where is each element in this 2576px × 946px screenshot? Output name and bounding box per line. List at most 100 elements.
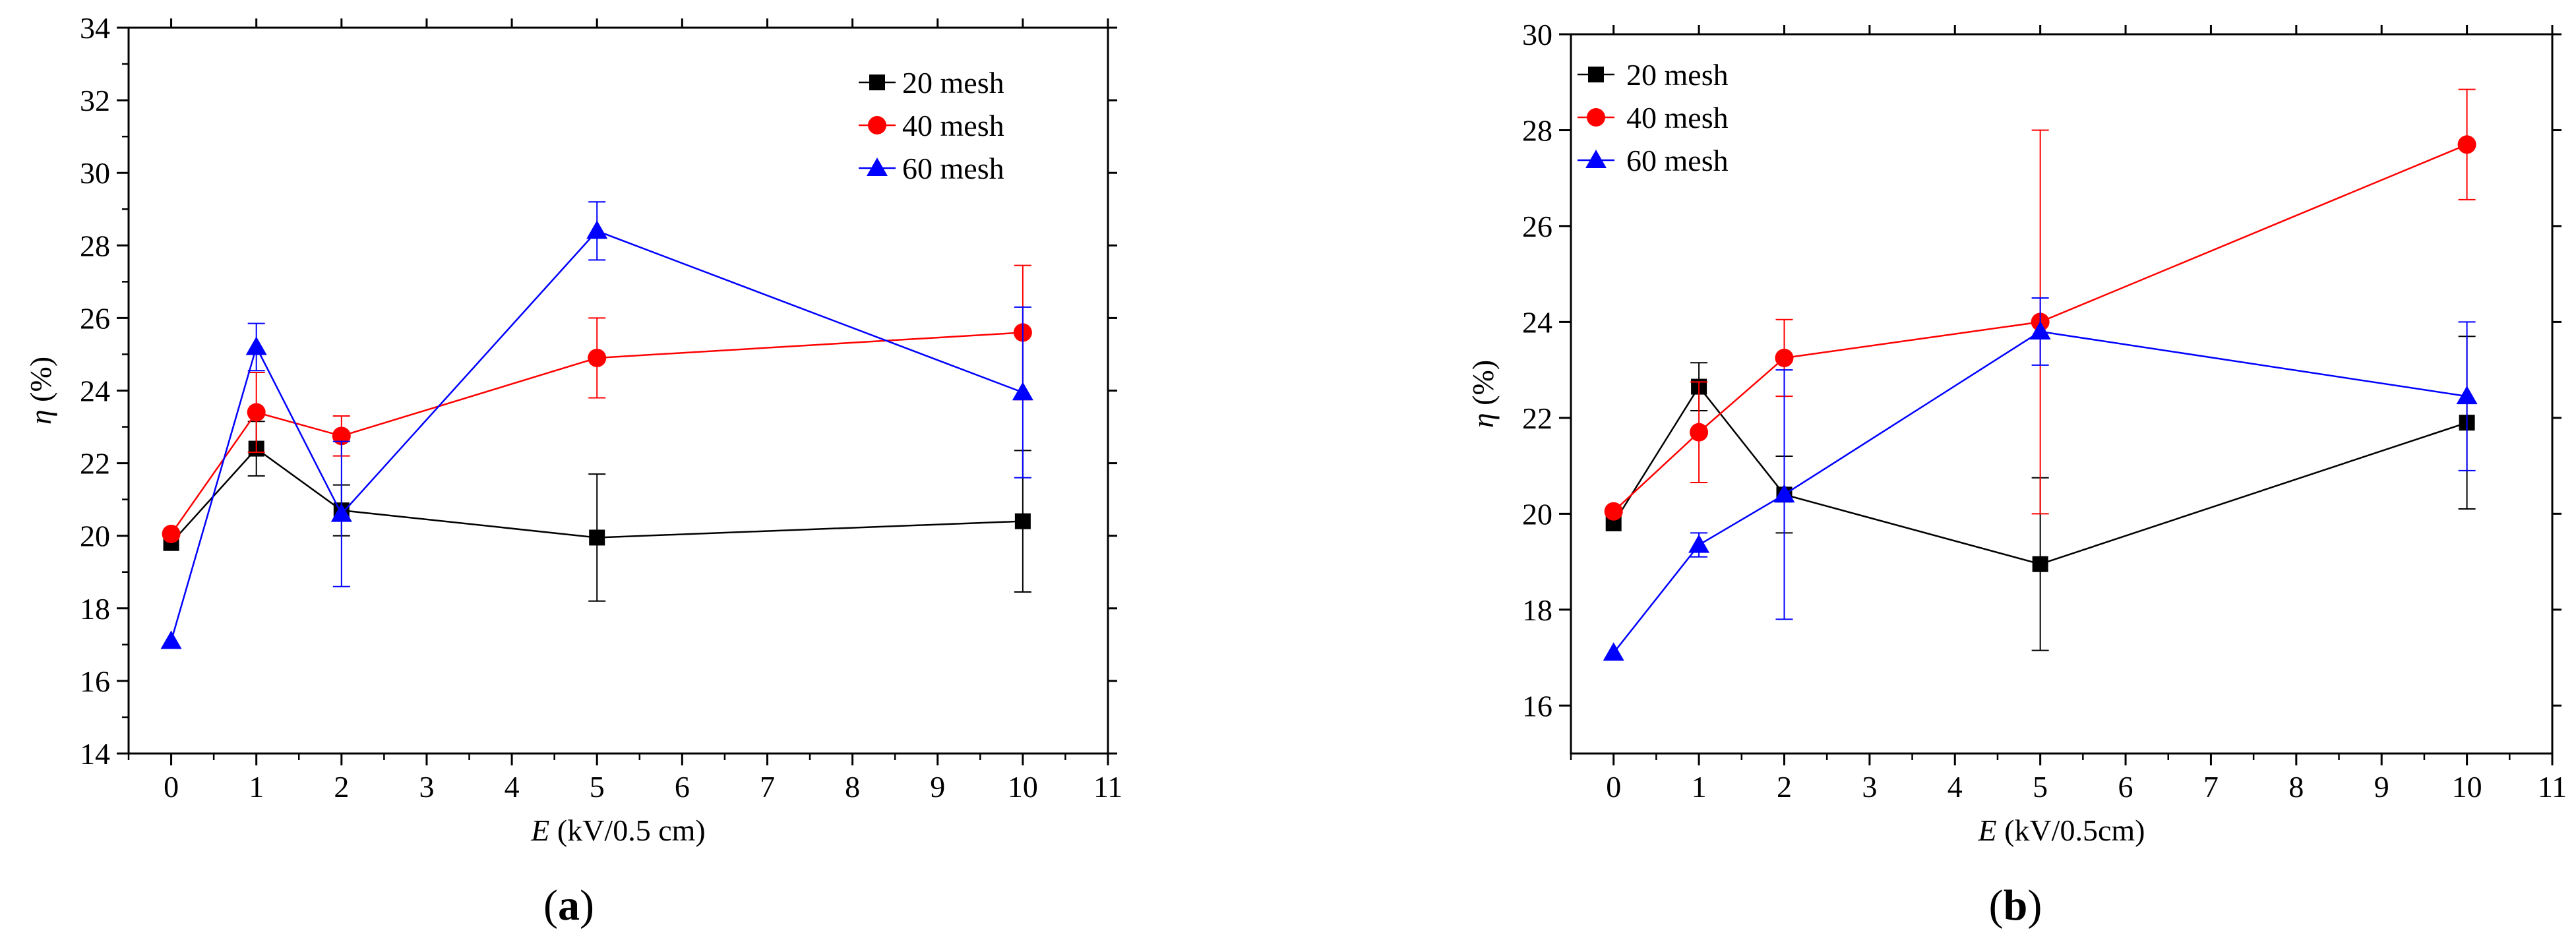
x-axis-unit: (kV/0.5 cm) <box>549 813 705 847</box>
x-axis-unit: (kV/0.5cm) <box>1997 813 2145 847</box>
y-tick-label: 20 <box>1522 497 1552 531</box>
data-point <box>2029 320 2051 340</box>
y-axis-variable: η <box>24 409 57 425</box>
x-tick-label: 0 <box>1606 770 1621 804</box>
x-tick-label: 9 <box>2374 770 2389 804</box>
series-20-mesh <box>163 421 1031 602</box>
x-tick-label: 0 <box>164 770 179 804</box>
data-point <box>245 336 267 355</box>
y-tick-label: 26 <box>1522 210 1552 243</box>
y-tick-label: 24 <box>1522 305 1552 339</box>
legend-label: 40 mesh <box>902 109 1004 142</box>
x-tick-label: 5 <box>590 770 605 804</box>
data-point <box>1014 513 1031 529</box>
data-point <box>1688 534 1710 553</box>
panel-label-close: ) <box>2027 881 2042 930</box>
legend-marker <box>1587 108 1605 127</box>
legend-marker <box>868 116 886 134</box>
x-tick-label: 1 <box>1692 770 1707 804</box>
data-point <box>160 630 182 649</box>
x-axis-variable: E <box>530 813 549 847</box>
series-60-mesh <box>1603 297 2478 661</box>
x-tick-label: 7 <box>760 770 775 804</box>
panel-label: (a) <box>543 881 594 930</box>
x-tick-label: 8 <box>845 770 860 804</box>
legend-entry: 20 mesh <box>1578 58 1729 92</box>
y-tick-label: 30 <box>1522 18 1552 51</box>
y-axis-unit: (%) <box>24 357 57 409</box>
y-tick-label: 16 <box>1522 689 1552 723</box>
y-tick-label: 34 <box>80 11 110 45</box>
y-tick-label: 28 <box>1522 113 1552 147</box>
data-point <box>588 348 607 367</box>
y-axis-label: η (%) <box>24 357 57 425</box>
panel-b-chart: 0 1 2 3 4 5 6 7 8 9 10 11 16 18 20 22 24 26 28 30 E (kV/0.5c… <box>1466 18 2567 930</box>
legend-entry: 40 mesh <box>859 109 1004 142</box>
x-tick-label: 4 <box>1947 770 1963 804</box>
y-axis-label: η (%) <box>1466 360 1500 428</box>
x-tick-label: 11 <box>1093 770 1122 804</box>
x-tick-label: 11 <box>2538 770 2567 804</box>
y-tick-label: 18 <box>80 592 110 626</box>
panel-label-letter: a <box>558 881 580 930</box>
x-tick-label: 6 <box>675 770 690 804</box>
data-point <box>589 529 605 546</box>
x-tick-label: 10 <box>1008 770 1038 804</box>
x-tick-label: 2 <box>1777 770 1792 804</box>
y-tick-label: 32 <box>80 84 110 117</box>
data-point <box>1690 423 1709 442</box>
x-tick-label: 1 <box>249 770 264 804</box>
data-point <box>1603 642 1624 661</box>
legend-label: 40 mesh <box>1626 101 1729 134</box>
legend-marker <box>1588 67 1604 82</box>
data-point <box>586 220 608 239</box>
y-tick-label: 14 <box>80 737 110 771</box>
y-tick-label: 18 <box>1522 593 1552 627</box>
y-tick-label: 22 <box>1522 401 1552 435</box>
x-axis-label: E (kV/0.5cm) <box>1978 813 2145 847</box>
data-point <box>332 427 351 446</box>
legend-label: 20 mesh <box>1626 58 1729 92</box>
panel-label-close: ) <box>580 881 594 930</box>
x-tick-label: 2 <box>334 770 349 804</box>
x-tick-label: 3 <box>419 770 434 804</box>
legend-marker <box>869 74 885 90</box>
panel-label-open: ( <box>543 881 558 930</box>
panel-label-open: ( <box>1989 881 2004 930</box>
y-tick-label: 28 <box>80 229 110 262</box>
y-tick-label: 26 <box>80 301 110 335</box>
x-tick-label: 6 <box>2118 770 2133 804</box>
legend-entry: 60 mesh <box>1578 144 1729 177</box>
legend-label: 60 mesh <box>1626 144 1729 177</box>
x-tick-label: 10 <box>2452 770 2482 804</box>
y-axis-unit: (%) <box>1466 360 1500 413</box>
legend-marker <box>867 158 888 176</box>
y-axis-variable: η <box>1466 413 1500 428</box>
series-60-mesh <box>160 201 1033 649</box>
x-tick-label: 5 <box>2033 770 2048 804</box>
y-tick-label: 24 <box>80 374 110 408</box>
data-point <box>2457 135 2476 154</box>
x-tick-label: 3 <box>1862 770 1877 804</box>
x-tick-label: 8 <box>2288 770 2304 804</box>
x-axis-label: E (kV/0.5 cm) <box>530 813 705 847</box>
data-point <box>162 524 181 543</box>
legend-marker <box>1585 150 1607 168</box>
data-point <box>2456 386 2478 405</box>
x-axis-variable: E <box>1978 813 1997 847</box>
plot-frame <box>1570 33 2554 755</box>
data-point <box>1773 484 1795 503</box>
legend-entry: 60 mesh <box>859 152 1004 185</box>
data-point <box>330 503 352 522</box>
x-tick-label: 7 <box>2203 770 2219 804</box>
data-point <box>247 403 266 422</box>
y-tick-label: 30 <box>80 156 110 190</box>
legend-entry: 20 mesh <box>859 66 1004 100</box>
data-point <box>1604 502 1623 521</box>
y-tick-label: 22 <box>80 447 110 481</box>
x-tick-label: 9 <box>930 770 945 804</box>
legend-label: 20 mesh <box>902 66 1004 100</box>
data-point <box>1012 382 1033 401</box>
